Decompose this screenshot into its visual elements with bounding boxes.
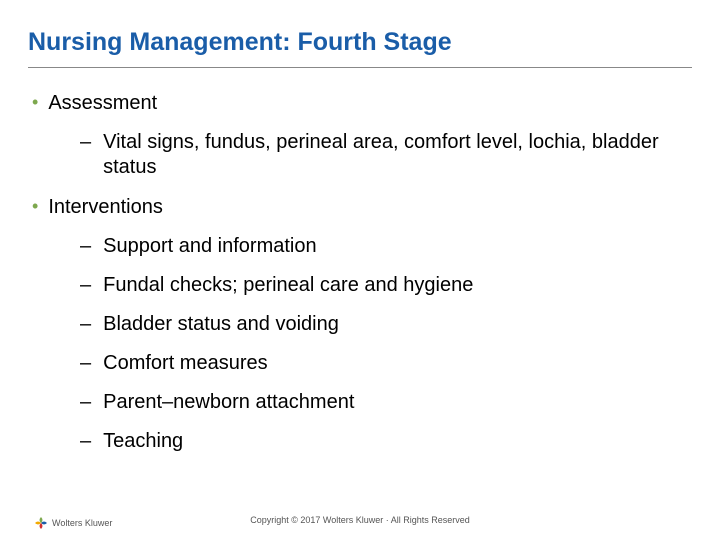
bullet-text: Interventions xyxy=(48,194,163,220)
bullet-level2: – Vital signs, fundus, perineal area, co… xyxy=(28,130,692,180)
dash-icon: – xyxy=(80,312,91,337)
bullet-icon: • xyxy=(32,194,38,219)
slide: Nursing Management: Fourth Stage • Asses… xyxy=(0,0,720,540)
slide-title: Nursing Management: Fourth Stage xyxy=(28,28,692,68)
dash-icon: – xyxy=(80,351,91,376)
bullet-text: Vital signs, fundus, perineal area, comf… xyxy=(103,130,692,180)
bullet-level2: – Teaching xyxy=(28,429,692,454)
slide-content: • Assessment – Vital signs, fundus, peri… xyxy=(28,90,692,454)
bullet-text: Parent–newborn attachment xyxy=(103,390,354,415)
copyright-text: Copyright © 2017 Wolters Kluwer · All Ri… xyxy=(250,515,470,525)
bullet-level1: • Interventions xyxy=(28,194,692,220)
bullet-text: Bladder status and voiding xyxy=(103,312,339,337)
footer: Copyright © 2017 Wolters Kluwer · All Ri… xyxy=(0,510,720,528)
dash-icon: – xyxy=(80,273,91,298)
bullet-level1: • Assessment xyxy=(28,90,692,116)
bullet-level2: – Fundal checks; perineal care and hygie… xyxy=(28,273,692,298)
dash-icon: – xyxy=(80,429,91,454)
bullet-text: Assessment xyxy=(48,90,157,116)
dash-icon: – xyxy=(80,130,91,155)
bullet-level2: – Parent–newborn attachment xyxy=(28,390,692,415)
bullet-text: Teaching xyxy=(103,429,183,454)
bullet-level2: – Comfort measures xyxy=(28,351,692,376)
bullet-level2: – Bladder status and voiding xyxy=(28,312,692,337)
bullet-text: Support and information xyxy=(103,234,316,259)
dash-icon: – xyxy=(80,234,91,259)
bullet-level2: – Support and information xyxy=(28,234,692,259)
bullet-icon: • xyxy=(32,90,38,115)
bullet-text: Fundal checks; perineal care and hygiene xyxy=(103,273,473,298)
bullet-text: Comfort measures xyxy=(103,351,268,376)
dash-icon: – xyxy=(80,390,91,415)
